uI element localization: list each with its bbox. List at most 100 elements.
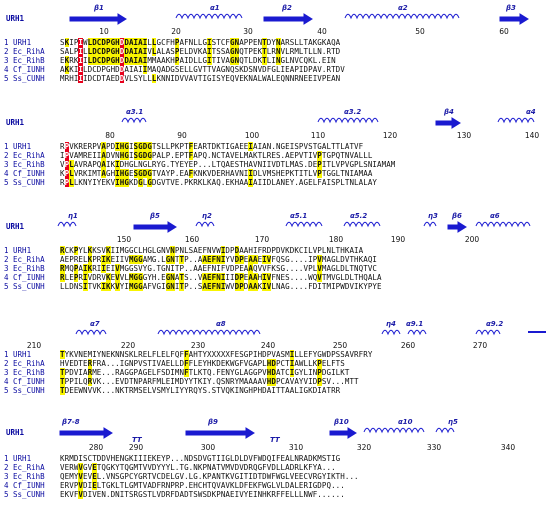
residue: L [151, 368, 157, 377]
residue: K [271, 264, 276, 273]
residue: P [73, 273, 79, 282]
residue: N [128, 359, 134, 368]
ss-label-beta10: β10 [334, 418, 349, 426]
residue: F [156, 368, 162, 377]
residue: I [289, 368, 295, 377]
position-tick: 230 [190, 341, 206, 350]
residue: E [230, 160, 235, 169]
residue: G [230, 142, 235, 151]
residue: S [188, 246, 194, 255]
residue: T [216, 463, 221, 472]
residue: A [60, 255, 65, 264]
residue: G [156, 178, 162, 187]
residue: V [156, 359, 162, 368]
residue: I [331, 454, 336, 463]
residue: . [321, 490, 327, 499]
residue: . [115, 359, 120, 368]
residue: A [275, 178, 281, 187]
residue: L [308, 246, 313, 255]
residue: F [220, 264, 226, 273]
residue: H [115, 47, 120, 56]
residue: A [60, 65, 65, 74]
residue: G [220, 65, 226, 74]
residue: V [170, 178, 175, 187]
residue: T [326, 160, 331, 169]
residue: A [211, 463, 217, 472]
residue: F [179, 350, 184, 359]
residue: E [142, 386, 148, 395]
residue: P [239, 273, 244, 282]
residue: H [340, 472, 345, 481]
residue: . [179, 454, 184, 463]
residue: D [243, 282, 249, 291]
residue: . [298, 255, 304, 264]
residue: F [92, 359, 97, 368]
residue: P [230, 246, 235, 255]
residue: R [78, 169, 83, 178]
residue: N [285, 74, 290, 83]
residue: V [69, 481, 74, 490]
residue: Q [280, 74, 286, 83]
residue: L [142, 74, 148, 83]
residue: D [234, 246, 240, 255]
residue: A [188, 350, 194, 359]
residue: D [211, 169, 217, 178]
residue: L [161, 255, 166, 264]
residue: . [349, 472, 354, 481]
residue: T [211, 47, 217, 56]
residue: Q [275, 255, 281, 264]
residue: L [266, 47, 272, 56]
sequence-row: HVEDTERFRA...IGNPVSTIVAELLDFFLEYHKDEKWGF… [60, 359, 345, 368]
residue: G [142, 273, 148, 282]
residue: A [193, 246, 198, 255]
residue: A [252, 142, 258, 151]
residue: W [216, 246, 221, 255]
residue: K [128, 178, 134, 187]
residue: I [326, 56, 331, 65]
residue: P [367, 282, 373, 291]
residue: K [96, 386, 102, 395]
residue: L [87, 38, 93, 47]
residue: V [197, 273, 203, 282]
residue: V [207, 169, 212, 178]
residue: I [78, 56, 83, 65]
residue: R [326, 65, 331, 74]
position-tick: 30 [243, 27, 253, 36]
residue: A [344, 142, 350, 151]
sequence-row-label: 5 Ss_CUNH [4, 74, 45, 83]
residue: I [82, 282, 88, 291]
residue: A [363, 255, 368, 264]
residue: I [78, 65, 83, 74]
residue: V [202, 454, 207, 463]
residue: T [179, 463, 184, 472]
residue: G [252, 368, 258, 377]
residue: G [105, 481, 111, 490]
residue: K [202, 472, 207, 481]
residue: N [335, 74, 341, 83]
residue: H [170, 38, 175, 47]
residue: I [271, 454, 276, 463]
residue: . [110, 359, 116, 368]
residue: . [193, 255, 198, 264]
residue: V [220, 56, 226, 65]
position-tick: 40 [317, 27, 327, 36]
residue: L [64, 273, 70, 282]
eta-helix-coil [195, 221, 215, 228]
residue: V [119, 377, 125, 386]
residue: A [275, 350, 281, 359]
ss-label-alpha7: α7 [90, 320, 100, 328]
residue: I [115, 169, 120, 178]
residue: W [262, 481, 267, 490]
residue: P [184, 178, 189, 187]
residue: M [317, 454, 322, 463]
residue: M [390, 160, 396, 169]
reference-label: URH1 [6, 222, 25, 231]
position-tick: 60 [499, 27, 509, 36]
residue: K [216, 142, 221, 151]
residue: V [151, 386, 157, 395]
ss-label-eta5: η5 [448, 418, 458, 426]
residue: Q [193, 386, 198, 395]
residue: D [303, 65, 309, 74]
residue: H [275, 169, 281, 178]
residue: D [151, 481, 157, 490]
